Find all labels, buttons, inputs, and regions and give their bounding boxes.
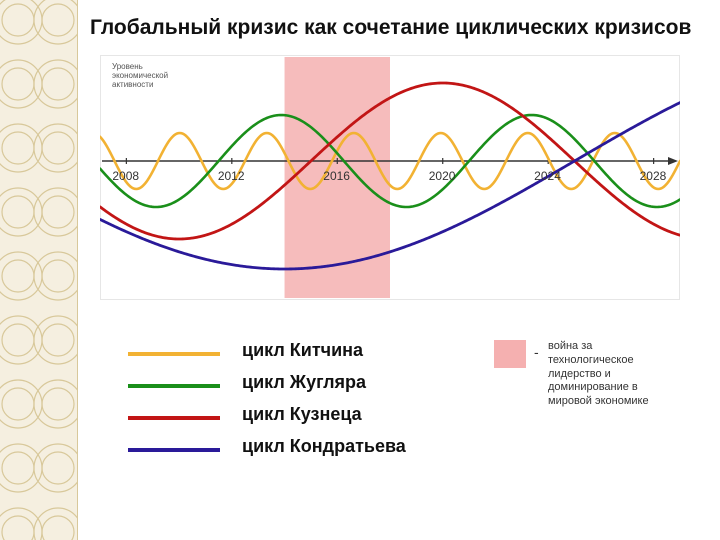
legend-annotation: война затехнологическоелидерство идомини…: [548, 340, 649, 409]
x-tick-label: 2008: [112, 169, 139, 183]
left-decor-strip: [0, 0, 78, 540]
chart-svg: [100, 55, 680, 300]
x-tick-label: 2024: [534, 169, 561, 183]
cycles-chart: [100, 55, 680, 300]
legend-label: цикл Кузнеца: [242, 404, 362, 425]
slide: Глобальный кризис как сочетание цикличес…: [0, 0, 720, 540]
y-axis-label: Уровеньэкономическойактивности: [112, 62, 168, 90]
legend-swatch-highlight: [494, 340, 526, 368]
legend-label: цикл Кондратьева: [242, 436, 406, 457]
legend-label: цикл Жугляра: [242, 372, 366, 393]
page-title: Глобальный кризис как сочетание цикличес…: [90, 16, 691, 40]
legend-line-цикл Китчина: [128, 352, 220, 356]
x-tick-label: 2020: [429, 169, 456, 183]
legend-line-цикл Кондратьева: [128, 448, 220, 452]
legend-dash: -: [534, 344, 539, 362]
legend-label: цикл Китчина: [242, 340, 363, 361]
x-tick-label: 2016: [323, 169, 350, 183]
x-tick-label: 2028: [640, 169, 667, 183]
x-tick-label: 2012: [218, 169, 245, 183]
legend-line-цикл Кузнеца: [128, 416, 220, 420]
legend-line-цикл Жугляра: [128, 384, 220, 388]
